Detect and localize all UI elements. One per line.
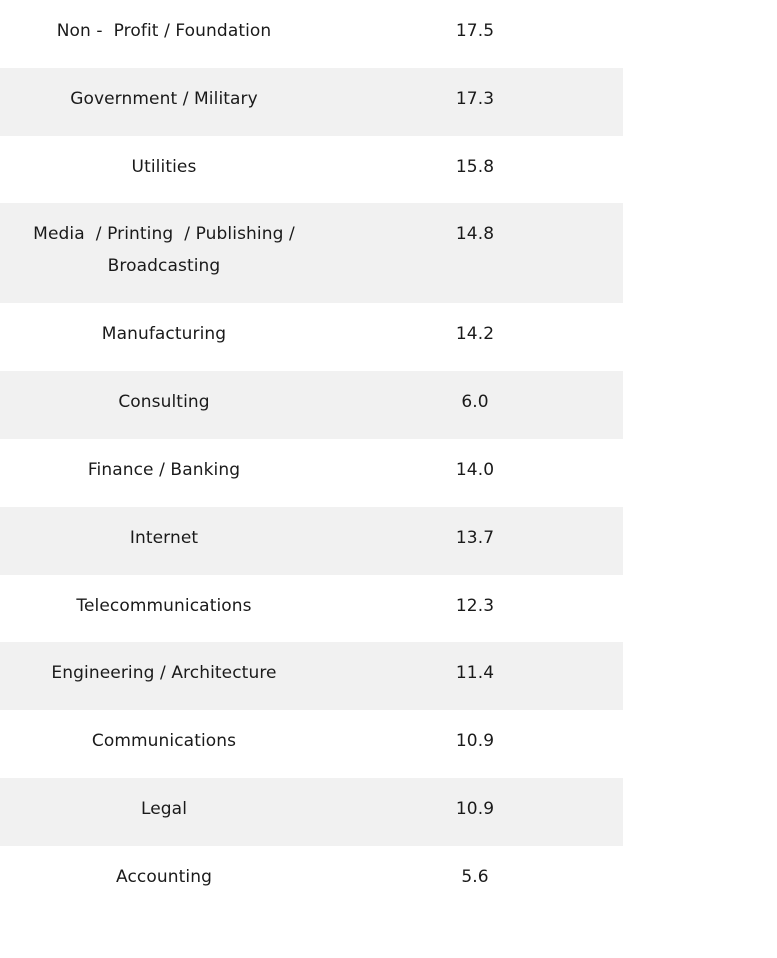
table-row: Telecommunications 12.3 [0, 575, 623, 643]
table-row: Finance / Banking 14.0 [0, 439, 623, 507]
table-row: Communications 10.9 [0, 710, 623, 778]
table-row: Manufacturing 14.2 [0, 303, 623, 371]
industry-name: Internet [129, 527, 199, 548]
table-row: Media / Printing / Publishing / Broadcas… [0, 203, 623, 304]
industry-value: 5.6 [461, 866, 489, 887]
table-row: Legal 10.9 [0, 777, 623, 846]
industry-value: 10.9 [455, 731, 495, 752]
industry-value: 12.3 [455, 595, 495, 616]
industry-value: 15.8 [455, 156, 495, 177]
table-row: Non - Profit / Foundation 17.5 [0, 0, 623, 68]
industry-name: Finance / Banking [87, 459, 241, 480]
industry-name: Government / Military [70, 88, 258, 109]
industry-value: 17.3 [455, 88, 495, 109]
industry-name: Manufacturing [101, 324, 227, 345]
industry-value: 14.0 [455, 459, 495, 480]
industry-value: 17.5 [455, 21, 495, 41]
industry-name: Non - Profit / Foundation [56, 21, 272, 41]
table-row: Accounting 5.6 [0, 846, 623, 914]
industry-name: Media / Printing / Publishing / Broadcas… [33, 224, 295, 277]
industry-name: Utilities [131, 156, 197, 177]
industry-name: Engineering / Architecture [51, 663, 277, 684]
table-row: Engineering / Architecture 11.4 [0, 642, 623, 711]
industry-value: 14.8 [455, 224, 495, 245]
industry-value: 6.0 [461, 392, 489, 413]
industry-table: Non - Profit / Foundation 17.5 Governmen… [0, 0, 623, 914]
industry-value: 11.4 [455, 663, 495, 684]
industry-value: 10.9 [455, 798, 495, 819]
table-row: Internet 13.7 [0, 506, 623, 575]
industry-name: Telecommunications [76, 595, 252, 616]
industry-name: Communications [91, 731, 237, 752]
industry-value: 14.2 [455, 324, 495, 345]
industry-name: Consulting [118, 392, 210, 413]
industry-value: 13.7 [455, 527, 495, 548]
table-row: Consulting 6.0 [0, 371, 623, 439]
industry-name: Legal [140, 798, 188, 819]
table-row: Government / Military 17.3 [0, 67, 623, 136]
industry-name: Accounting [116, 866, 212, 887]
table-row: Utilities 15.8 [0, 136, 623, 204]
